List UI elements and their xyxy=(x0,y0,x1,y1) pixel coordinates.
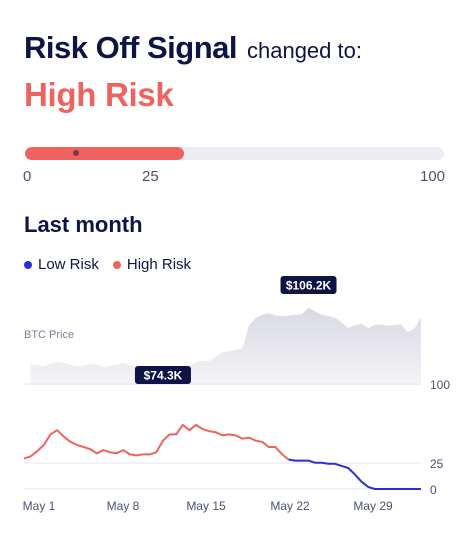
x-tick-label: May 1 xyxy=(23,499,56,513)
legend-high-risk: High Risk xyxy=(112,256,192,273)
price-area xyxy=(30,307,421,385)
legend-low-risk: Low Risk xyxy=(24,256,99,273)
price-annotation-label: $74.3K xyxy=(144,369,183,383)
risk-gauge-marker xyxy=(72,150,79,156)
y-tick-label: 25 xyxy=(430,457,444,471)
title-row: Risk Off Signal changed to: xyxy=(24,30,362,66)
y-tick-label: 0 xyxy=(430,483,437,497)
gauge-max-label: 100 xyxy=(420,168,446,185)
price-annotation-box xyxy=(134,366,191,384)
price-axis-label: BTC Price xyxy=(24,329,74,341)
legend-high-risk-label: High Risk xyxy=(126,256,192,273)
gauge-mid-label: 25 xyxy=(142,168,159,185)
signal-name: Risk Off Signal xyxy=(24,30,237,65)
risk-status: High Risk xyxy=(24,76,174,113)
chart-legend: Low Risk High Risk xyxy=(24,256,191,273)
risk-gauge-fill xyxy=(25,147,185,160)
legend-low-risk-label: Low Risk xyxy=(38,256,99,273)
risk-gauge xyxy=(25,147,444,160)
price-annotation-box xyxy=(280,276,337,294)
price-annotation-label: $106.2K xyxy=(286,279,332,293)
changed-to-text: changed to: xyxy=(246,38,362,63)
x-tick-label: May 22 xyxy=(270,499,310,513)
gauge-min-label: 0 xyxy=(23,168,32,185)
high-risk-line xyxy=(23,423,290,461)
x-tick-label: May 29 xyxy=(353,499,393,513)
x-tick-label: May 15 xyxy=(186,499,226,513)
high-risk-dot-icon xyxy=(112,260,121,269)
low-risk-dot-icon xyxy=(24,260,32,269)
y-tick-label: 100 xyxy=(430,378,450,392)
x-tick-label: May 8 xyxy=(107,499,140,513)
low-risk-line xyxy=(288,458,421,490)
section-title: Last month xyxy=(24,212,143,237)
